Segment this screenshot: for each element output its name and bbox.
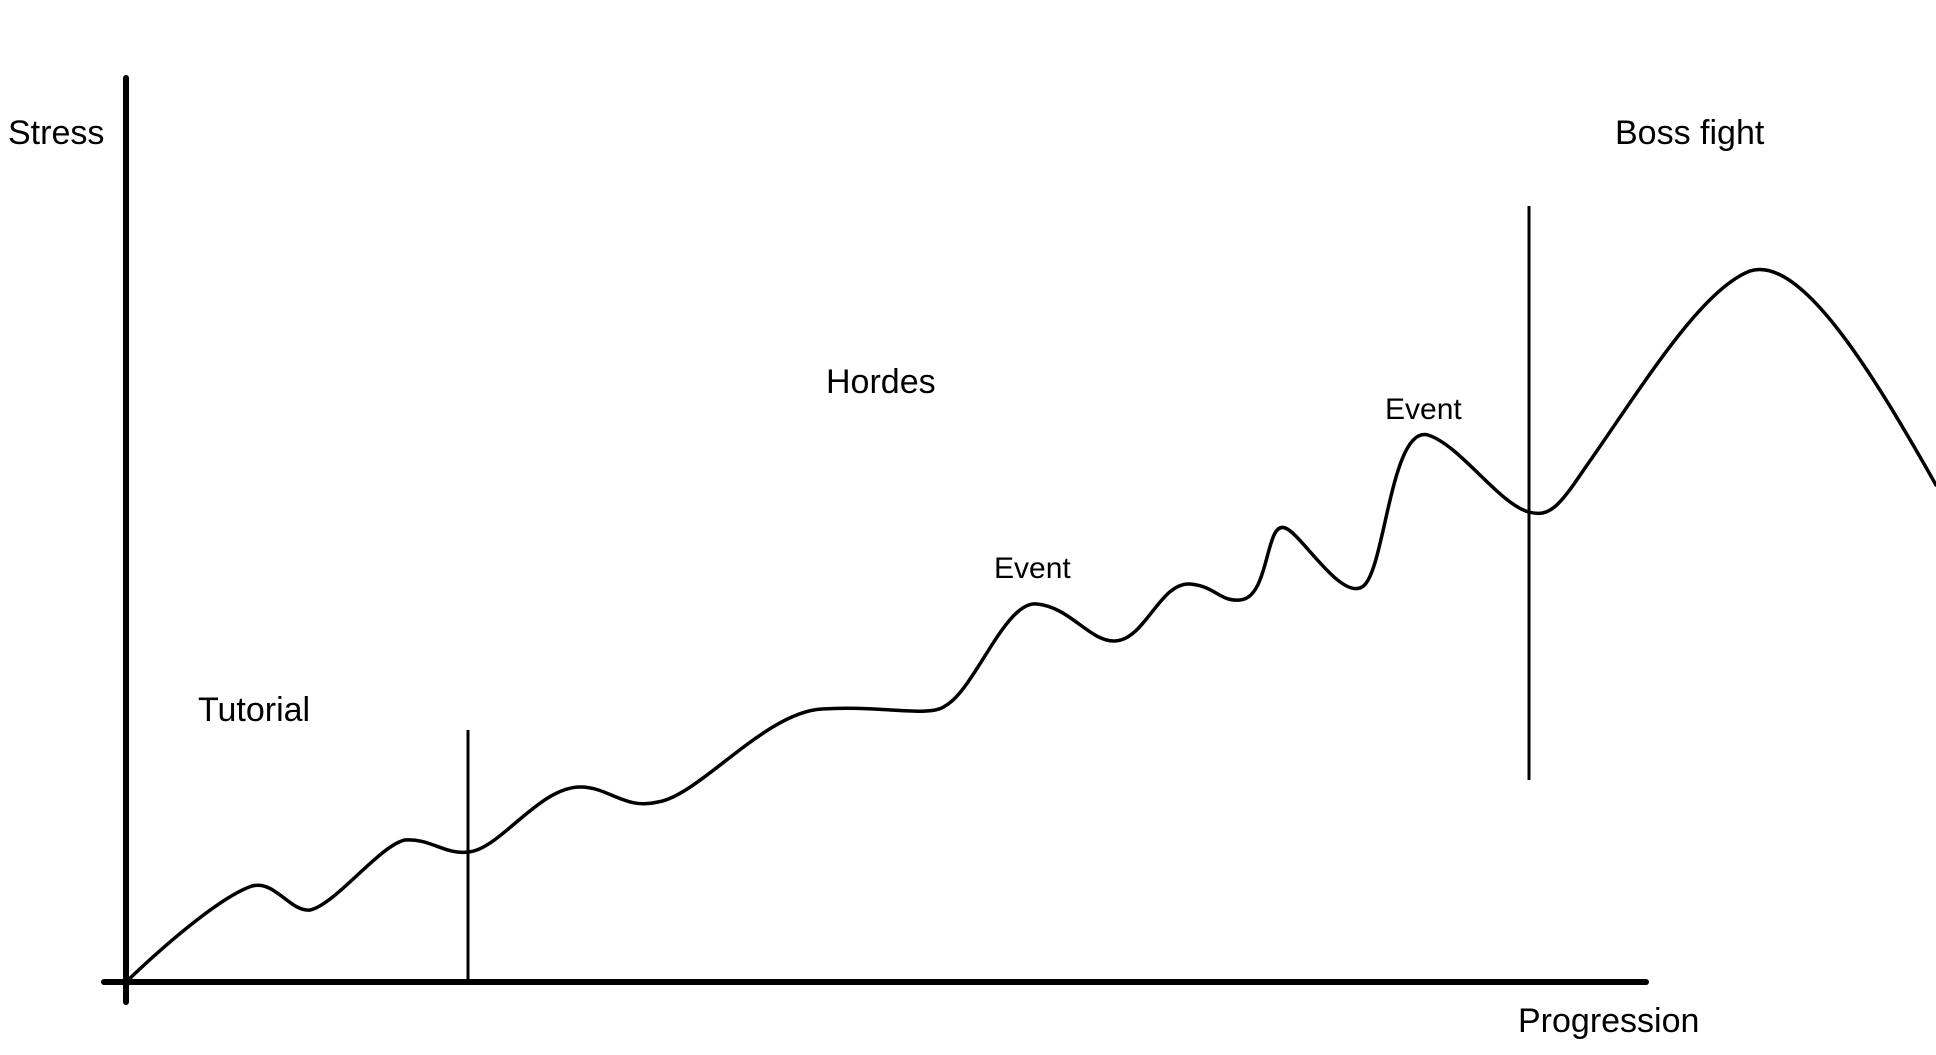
event-label: Event [1385,393,1462,426]
y-axis-label: Stress [8,114,104,152]
tutorial-label: Tutorial [198,691,310,729]
x-axis-label: Progression [1518,1002,1699,1040]
stress-curve [124,267,1936,984]
hordes-label: Hordes [826,363,936,401]
event-label: Event [994,552,1071,585]
boss-fight-label: Boss fight [1615,114,1765,152]
